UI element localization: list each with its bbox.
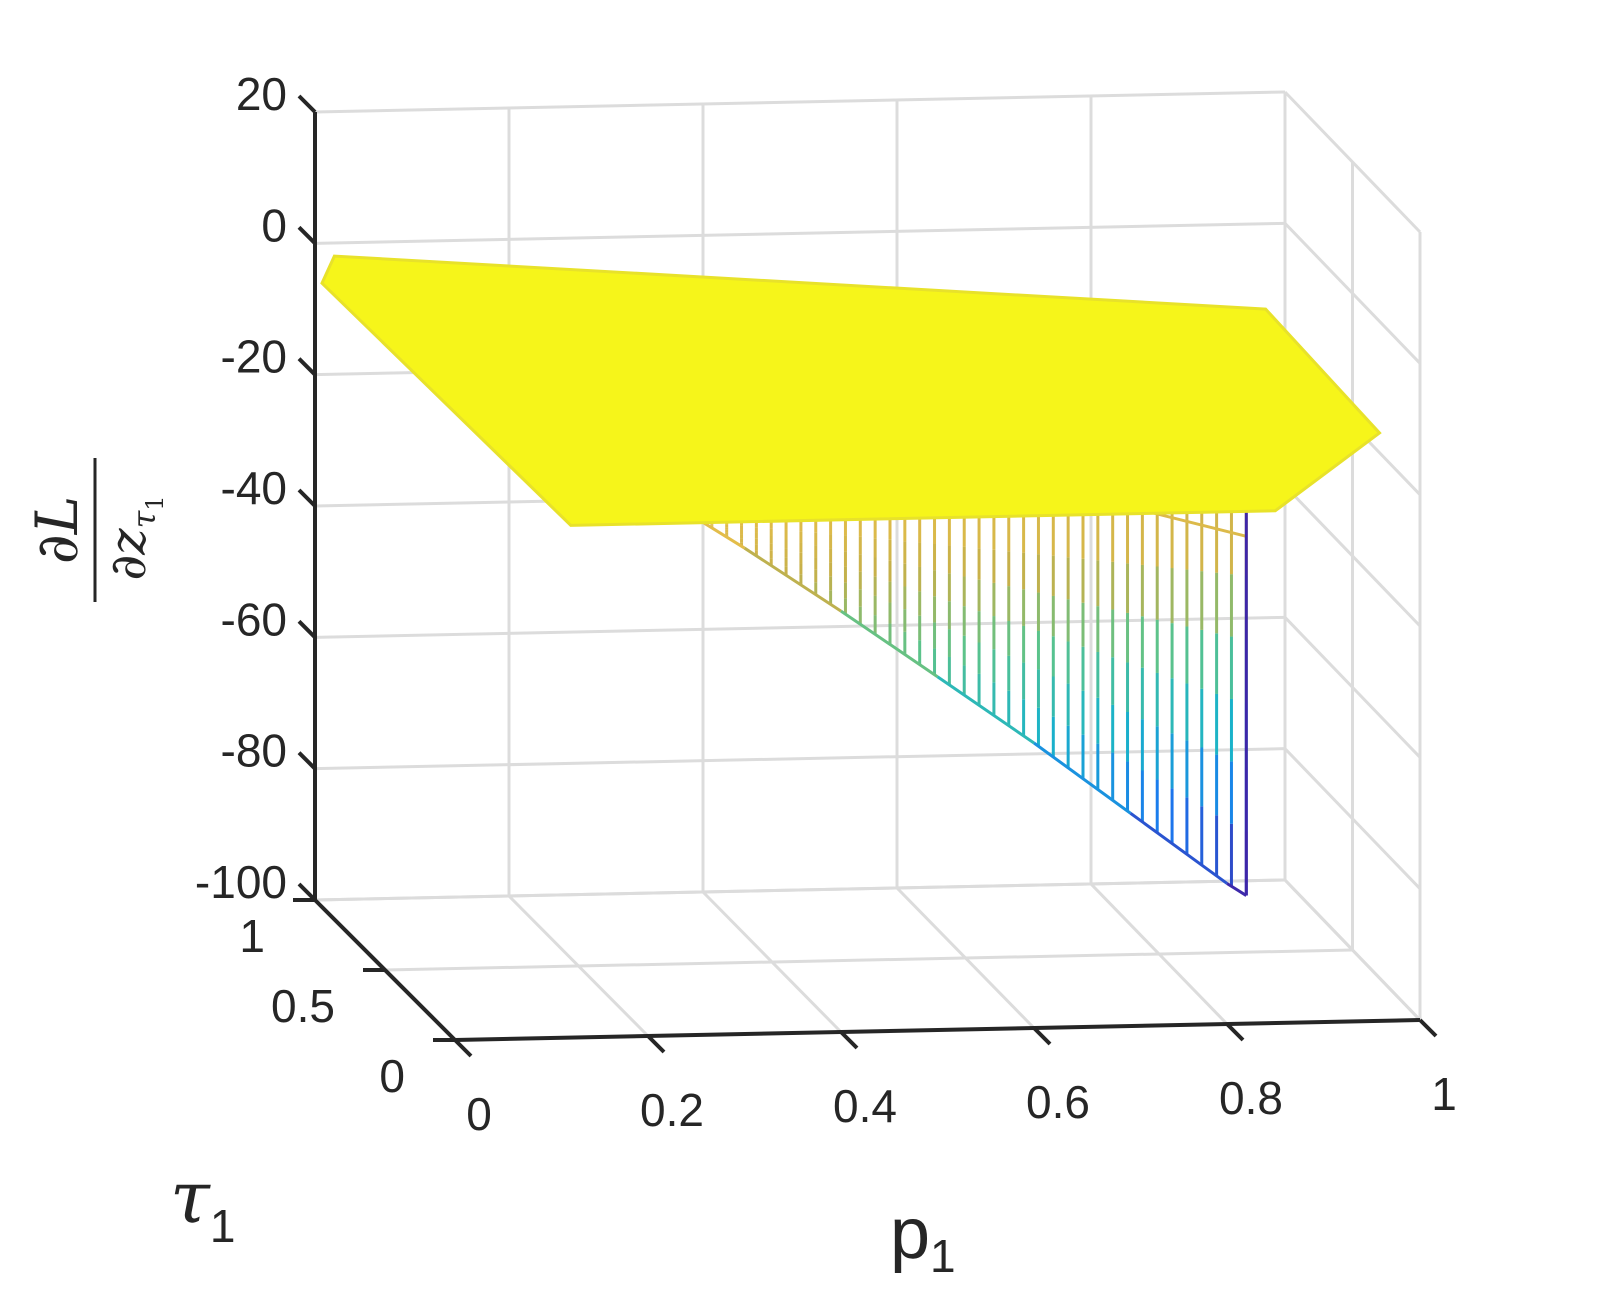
z-tick — [297, 94, 317, 114]
z-tick-label: -60 — [221, 593, 287, 645]
surface-top — [320, 254, 1382, 527]
x-tick — [1032, 1026, 1052, 1046]
x-tick-label: 0 — [466, 1088, 492, 1140]
z-tick — [297, 225, 317, 245]
surface-mesh — [320, 254, 1382, 897]
surface-front-edge — [840, 609, 939, 678]
y-tick-label: 0 — [379, 1050, 405, 1102]
x-tick-label: 0.2 — [640, 1084, 704, 1136]
x-axis-line — [454, 1018, 1421, 1042]
z-tick-label: 20 — [236, 68, 287, 120]
z-tick-label: -80 — [221, 725, 287, 777]
z-tick-label: -20 — [221, 331, 287, 383]
surface-front-edge — [743, 546, 842, 613]
z-tick-label: -100 — [195, 856, 287, 908]
x-tick — [1225, 1022, 1245, 1042]
grid-line — [314, 221, 1286, 245]
z-tick-label: -40 — [221, 462, 287, 514]
grid-line — [314, 615, 1286, 639]
svg-text:∂zτ1: ∂zτ1 — [99, 495, 169, 580]
svg-text:∂L: ∂L — [23, 496, 91, 565]
z-tick — [297, 751, 317, 771]
y-tick-label: 0.5 — [271, 980, 335, 1032]
z-tick-label: 0 — [261, 199, 287, 251]
grid-line — [314, 878, 1286, 902]
x-tick-label: 0.6 — [1026, 1076, 1090, 1128]
grid-line — [314, 90, 1286, 114]
grid-line — [314, 747, 1286, 771]
x-tick-label: 0.4 — [833, 1080, 897, 1132]
grid-line — [384, 948, 1353, 972]
x-tick-label: 1 — [1431, 1068, 1457, 1120]
x-axis-label: p1 — [890, 1194, 956, 1282]
surface-front-edge — [936, 675, 1035, 745]
x-tick — [839, 1030, 859, 1050]
z-tick — [297, 488, 317, 508]
z-tick — [297, 357, 317, 377]
surface-front-edge — [1129, 812, 1228, 885]
x-tick-label: 0.8 — [1219, 1072, 1283, 1124]
x-tick — [646, 1034, 666, 1054]
x-tick — [453, 1038, 473, 1058]
y-axis-label: τ1 — [170, 1155, 235, 1252]
z-axis-label: ∂L ∂zτ1 — [23, 458, 169, 602]
surface-front-edge — [1226, 882, 1248, 897]
grid-lines — [313, 90, 1422, 1042]
z-tick — [297, 619, 317, 639]
z-tick — [297, 882, 317, 902]
x-tick — [1418, 1018, 1438, 1038]
y-tick-label: 1 — [239, 910, 265, 962]
axes — [313, 112, 1421, 1042]
surface-front-edge — [1033, 741, 1132, 815]
